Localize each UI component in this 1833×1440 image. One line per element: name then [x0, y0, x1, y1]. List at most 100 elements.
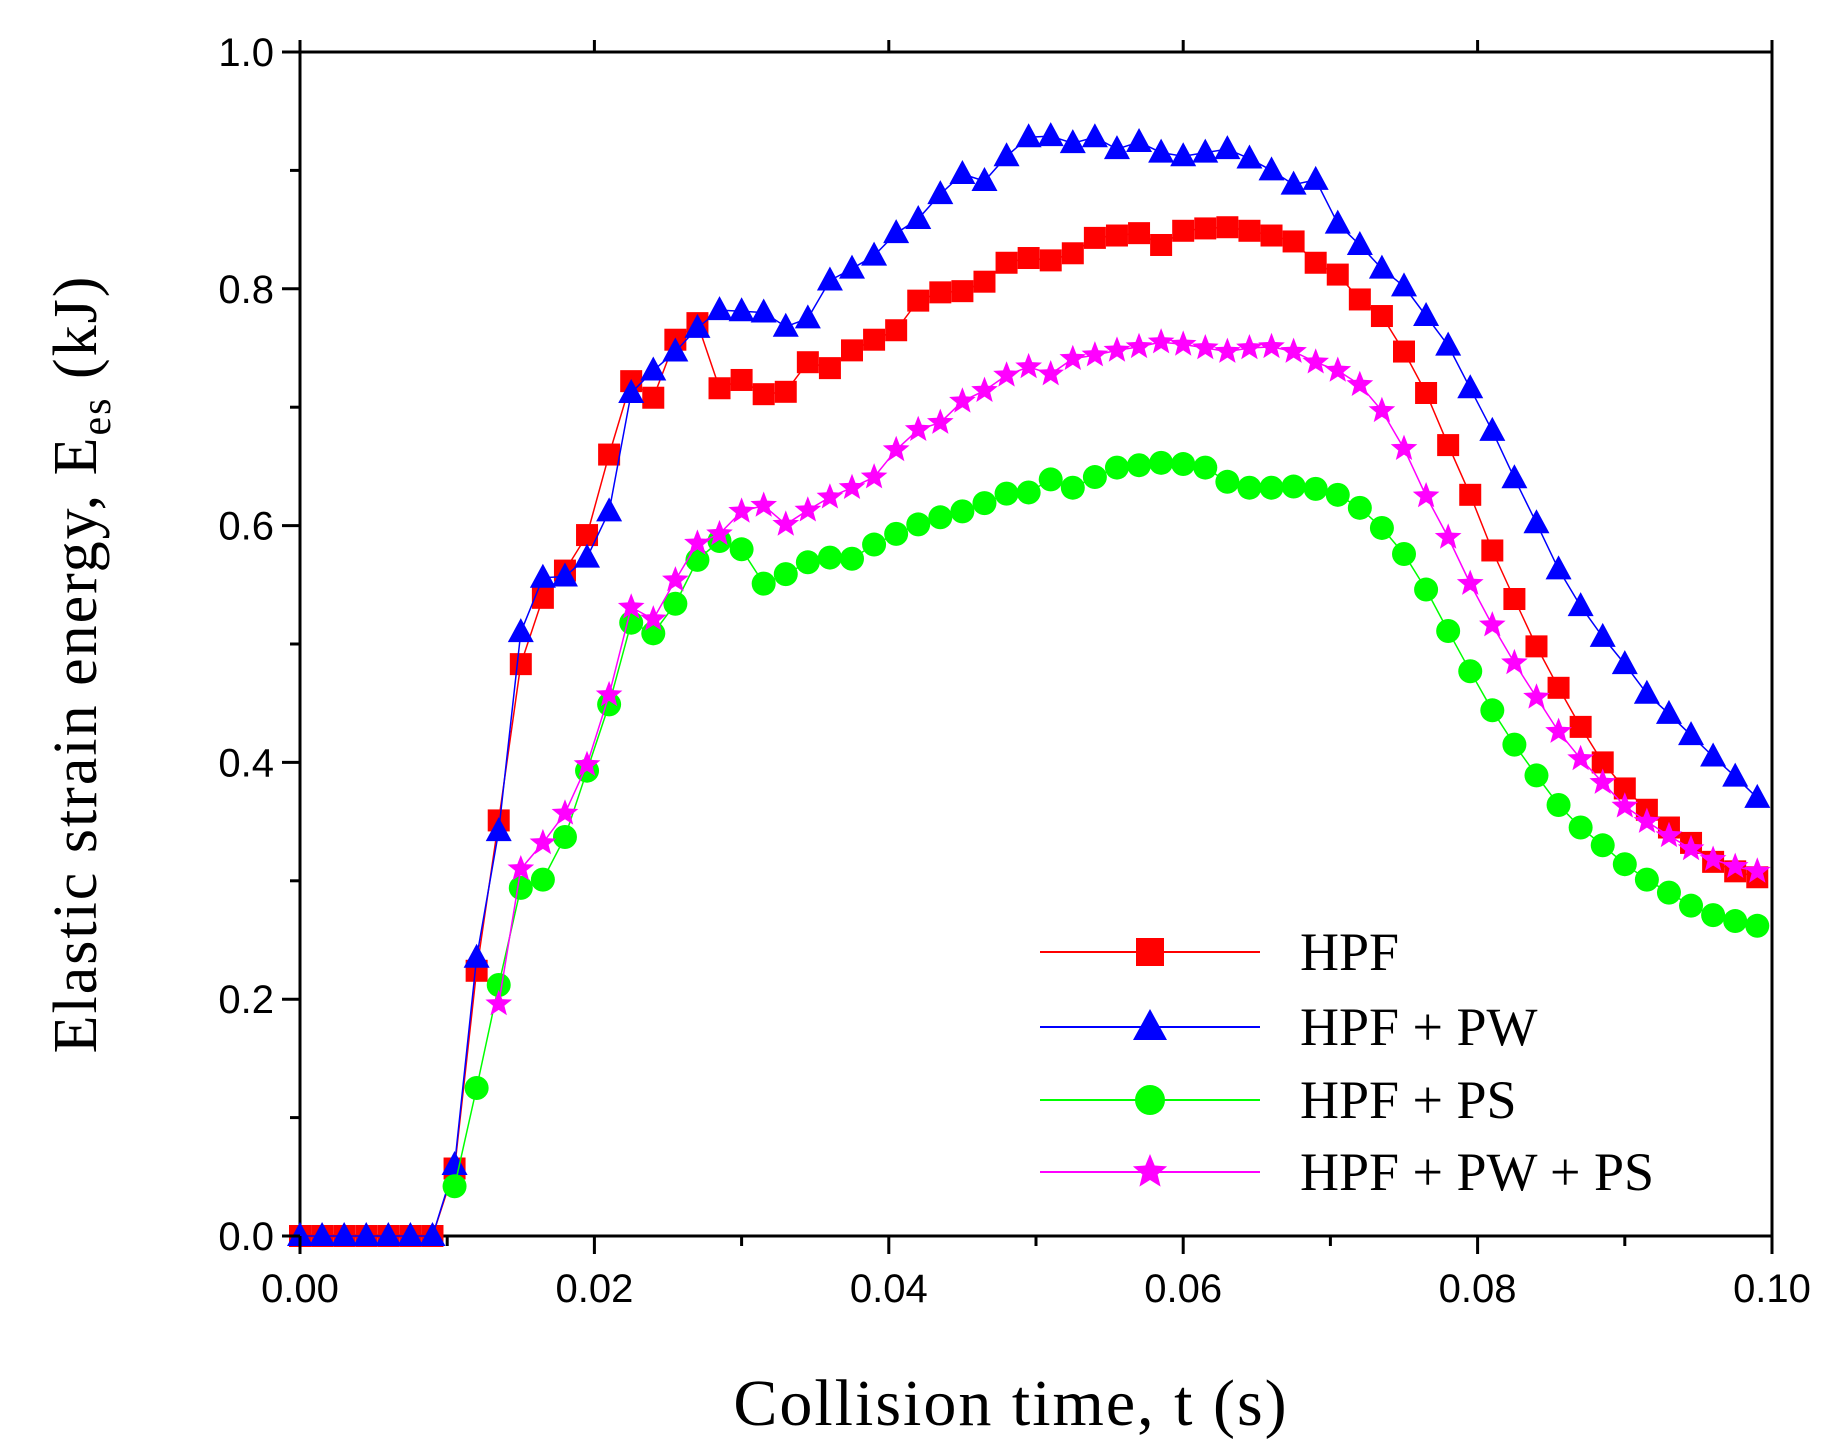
data-point [1546, 793, 1571, 818]
data-point [1324, 209, 1351, 234]
data-point [1171, 452, 1196, 477]
data-point [1237, 475, 1262, 500]
data-point [1126, 127, 1153, 152]
data-point [1348, 288, 1371, 311]
data-point [905, 204, 932, 229]
legend-label: HPF + PW [1300, 997, 1538, 1057]
data-point [1589, 768, 1616, 794]
data-point [1236, 334, 1263, 360]
data-point [929, 281, 952, 304]
x-tick-label: 0.06 [1144, 1267, 1222, 1311]
legend-marker [1133, 1009, 1167, 1040]
data-point [595, 680, 623, 707]
data-point [1172, 219, 1195, 242]
y-tick-label: 0.8 [218, 268, 274, 312]
data-point [883, 219, 910, 244]
data-point [1127, 453, 1152, 478]
legend-marker [1132, 1154, 1168, 1187]
data-point [927, 180, 954, 205]
data-point [1017, 247, 1040, 270]
data-point [1390, 434, 1418, 460]
data-point [1236, 144, 1263, 169]
data-point [662, 566, 689, 592]
data-point [1567, 744, 1594, 771]
data-point [1589, 622, 1616, 647]
data-point [1436, 618, 1461, 643]
data-point [838, 473, 866, 499]
data-point [1061, 242, 1084, 265]
data-point [708, 377, 731, 400]
legend-item: HPF [1040, 922, 1399, 982]
data-point [1479, 611, 1506, 637]
data-point [1258, 332, 1285, 359]
data-point [1723, 909, 1748, 934]
data-point [1346, 230, 1373, 255]
y-tick-label: 0.2 [218, 978, 274, 1022]
data-point [1633, 807, 1661, 833]
data-point [507, 855, 535, 881]
data-point [904, 415, 932, 441]
data-point [640, 356, 667, 381]
legend-item: HPF + PW + PS [1040, 1142, 1654, 1202]
data-point [1744, 857, 1771, 883]
data-point [1192, 334, 1219, 360]
y-axis: 0.0 0.2 0.4 0.6 0.8 1.0 [218, 31, 300, 1259]
data-point [1744, 783, 1771, 808]
data-point [818, 357, 841, 380]
data-point [287, 1222, 313, 1246]
data-point [573, 750, 601, 777]
data-point [1104, 455, 1129, 480]
data-point [464, 1076, 489, 1100]
data-point [1677, 834, 1705, 861]
data-point [375, 1222, 402, 1246]
data-point [1059, 129, 1086, 154]
data-point [1481, 539, 1504, 562]
data-point [1214, 337, 1241, 363]
data-point [928, 505, 953, 530]
data-point [684, 529, 711, 555]
data-point [662, 337, 689, 362]
data-point [971, 167, 998, 192]
data-point [1501, 648, 1528, 675]
legend-item: HPF + PW [1040, 997, 1538, 1057]
data-point [863, 328, 886, 351]
data-point [1435, 331, 1462, 356]
data-point [551, 799, 579, 825]
data-point [1103, 135, 1130, 160]
data-point [618, 378, 645, 403]
data-point [841, 339, 863, 362]
data-point [1326, 263, 1349, 286]
data-point [994, 481, 1019, 506]
data-point [1721, 852, 1749, 878]
data-point [1567, 592, 1594, 617]
data-point [1037, 122, 1064, 147]
data-point [1722, 762, 1749, 787]
data-point [1415, 381, 1438, 404]
data-point [1459, 483, 1482, 506]
y-axis-title: Elastic strain energy, Ees (kJ) [42, 275, 120, 1054]
data-point [752, 383, 775, 406]
data-point [1458, 659, 1483, 684]
data-point [1437, 434, 1460, 457]
data-point [1414, 577, 1439, 602]
data-point [1368, 396, 1396, 423]
data-point [949, 159, 976, 184]
data-point [1149, 450, 1174, 475]
data-point [1150, 233, 1173, 256]
data-point [1148, 138, 1175, 163]
data-point [1699, 845, 1727, 871]
data-point [1302, 165, 1329, 190]
data-point [772, 510, 800, 536]
y-tick-label: 0.0 [218, 1215, 274, 1259]
data-point [1081, 341, 1109, 367]
data-point [1038, 467, 1063, 492]
x-tick-label: 0.02 [555, 1267, 633, 1311]
data-point [1015, 123, 1042, 148]
legend-label: HPF + PS [1300, 1070, 1517, 1130]
data-point [331, 1222, 358, 1246]
data-point [1303, 476, 1328, 501]
x-tick-label: 0.04 [850, 1267, 928, 1311]
data-point [1194, 217, 1217, 240]
